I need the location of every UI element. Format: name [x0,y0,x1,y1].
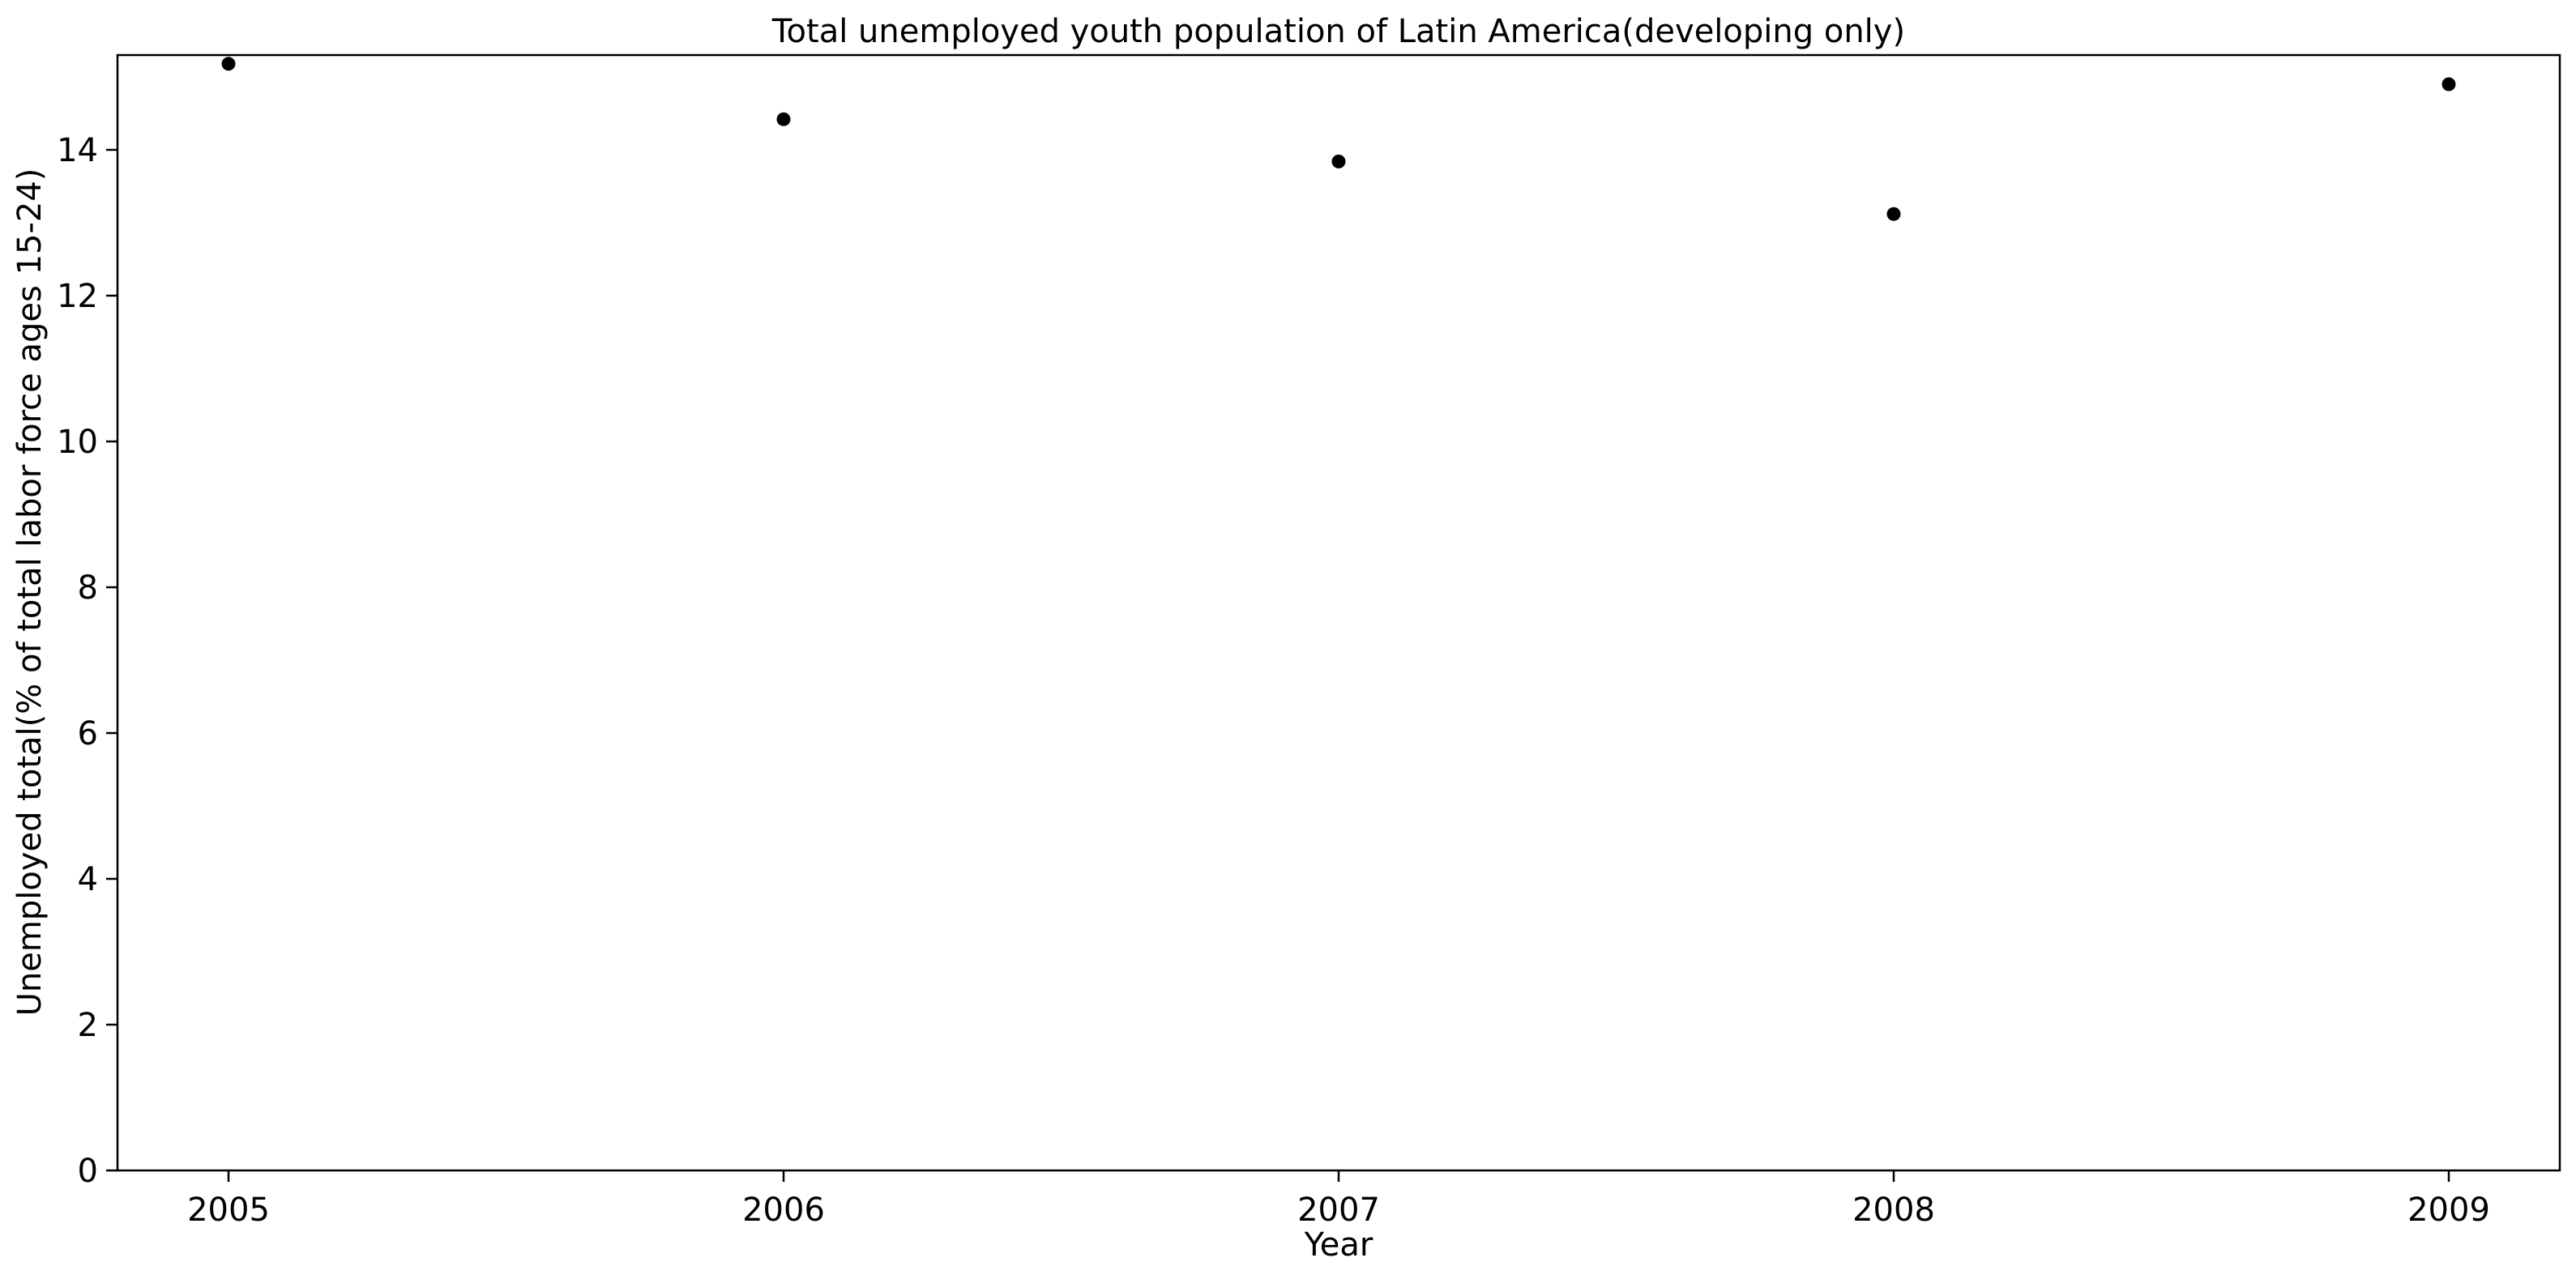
x-tick-label: 2005 [187,1192,270,1229]
x-axis-ticks: 2005 2006 2007 2008 2009 [187,1170,2490,1229]
y-tick-label: 10 [57,424,98,461]
data-point-2007 [1331,154,1346,168]
data-point-2009 [2441,77,2456,92]
y-tick-label: 6 [78,715,98,752]
x-tick-label: 2007 [1297,1192,1380,1229]
x-axis-label: Year [1304,1226,1373,1264]
y-tick-label: 14 [57,132,98,169]
y-axis-ticks: 0 2 4 6 8 10 12 14 [57,132,117,1190]
data-point-2008 [1886,207,1901,221]
y-tick-label: 12 [57,278,98,315]
y-axis-label: Unemployed total(% of total labor force … [11,168,49,1017]
y-tick-label: 8 [78,569,98,607]
x-tick-label: 2006 [742,1192,825,1229]
chart-title: Total unemployed youth population of Lat… [771,13,1905,50]
y-tick-label: 0 [78,1153,98,1190]
y-tick-label: 2 [78,1007,98,1044]
plot-area-frame [116,53,2561,1172]
x-tick-label: 2008 [1852,1192,1935,1229]
y-tick-label: 4 [78,861,98,898]
x-tick-label: 2009 [2407,1192,2490,1229]
data-point-2005 [221,57,236,71]
data-point-2006 [776,112,791,126]
data-points [221,57,2456,221]
